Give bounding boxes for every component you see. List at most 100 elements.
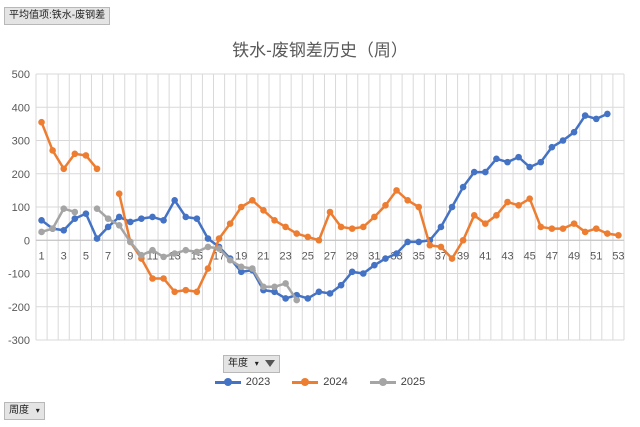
data-point-2023 (393, 250, 400, 257)
data-point-2023 (127, 218, 134, 226)
value-field-button[interactable]: 平均值项:铁水-废钢差 (4, 7, 111, 25)
data-point-2024 (293, 230, 301, 237)
data-point-2023 (459, 183, 467, 191)
data-point-2025 (138, 251, 145, 259)
x-tick-label: 49 (568, 250, 580, 262)
data-point-2023 (559, 137, 567, 144)
data-point-2023 (448, 203, 456, 211)
data-point-2023 (604, 110, 611, 118)
data-point-2024 (160, 275, 167, 282)
x-tick-label: 11 (147, 250, 158, 262)
legend-swatch (214, 377, 241, 386)
data-point-2023 (149, 213, 156, 221)
legend-item-2024: 2024 (292, 376, 348, 388)
x-tick-label: 41 (479, 250, 491, 262)
series-line-2023 (40, 112, 608, 300)
data-point-2024 (404, 197, 411, 204)
data-point-2025 (182, 246, 190, 254)
data-point-2023 (537, 158, 545, 166)
x-tick-label: 5 (83, 250, 89, 262)
data-point-2023 (493, 155, 500, 163)
legend-swatch (369, 377, 396, 386)
data-point-2024 (470, 212, 478, 219)
y-tick-label: 0 (24, 235, 30, 247)
data-point-2023 (337, 281, 345, 289)
x-tick-label: 23 (279, 250, 291, 262)
data-point-2023 (204, 235, 212, 242)
data-point-2024 (426, 241, 434, 249)
x-tick-label: 39 (457, 250, 469, 262)
data-point-2024 (482, 220, 489, 227)
data-point-2025 (293, 296, 301, 304)
data-point-2024 (115, 190, 123, 197)
data-point-2024 (260, 207, 267, 214)
data-point-2024 (493, 212, 500, 219)
data-point-2025 (93, 205, 101, 212)
y-tick-label: -100 (8, 269, 30, 281)
data-point-2024 (326, 208, 334, 216)
x-tick-label: 9 (127, 250, 133, 262)
legend-label: 2024 (323, 376, 348, 388)
chart-title: 铁水-废钢差历史（周） (232, 41, 408, 60)
data-point-2024 (60, 165, 68, 173)
data-point-2023 (160, 217, 167, 224)
data-point-2023 (470, 168, 478, 176)
legend-item-2023: 2023 (214, 376, 270, 388)
data-point-2024 (149, 275, 156, 282)
data-point-2024 (570, 220, 578, 227)
data-point-2024 (459, 236, 467, 244)
data-point-2023 (437, 223, 445, 231)
legend-item-2025: 2025 (369, 376, 426, 388)
data-point-2024 (359, 223, 367, 231)
data-point-2025 (271, 283, 278, 291)
data-point-2023 (104, 223, 112, 231)
data-point-2024 (226, 220, 234, 227)
data-point-2025 (249, 265, 256, 272)
data-point-2024 (559, 225, 567, 232)
data-point-2023 (515, 153, 522, 161)
data-point-2023 (82, 210, 90, 217)
x-tick-label: 43 (501, 250, 513, 262)
data-point-2024 (537, 223, 545, 231)
week-field-button[interactable]: 周度 ▾ (4, 402, 45, 420)
series-line-2024 (117, 189, 619, 294)
data-point-2023 (348, 268, 356, 276)
year-filter-button[interactable]: 年度 ▾ (223, 355, 280, 373)
data-point-2025 (282, 280, 289, 287)
data-point-2024 (304, 233, 312, 241)
data-point-2023 (193, 215, 201, 222)
week-field-label: 周度 (9, 405, 29, 416)
data-point-2023 (548, 143, 556, 151)
data-point-2025 (215, 245, 223, 252)
data-point-2025 (127, 238, 134, 246)
data-point-2024 (382, 202, 389, 209)
value-field-label: 平均值项:铁水-废钢差 (9, 10, 106, 21)
data-point-2024 (38, 118, 45, 126)
data-point-2023 (171, 197, 178, 204)
y-tick-label: 100 (12, 202, 30, 214)
data-point-2023 (581, 112, 589, 119)
filter-funnel-icon (264, 359, 275, 367)
data-point-2025 (204, 243, 212, 251)
data-point-2023 (570, 128, 578, 136)
data-point-2024 (526, 195, 533, 202)
data-point-2023 (93, 235, 101, 242)
data-point-2025 (193, 248, 201, 256)
legend-label: 2025 (400, 376, 426, 388)
data-point-2024 (504, 198, 511, 206)
data-point-2024 (49, 147, 56, 154)
data-point-2024 (592, 225, 600, 232)
data-point-2024 (237, 203, 245, 211)
legend-swatch (292, 377, 319, 386)
data-point-2024 (271, 217, 278, 224)
data-point-2025 (160, 253, 167, 261)
data-point-2024 (615, 231, 622, 239)
chart-legend: 2023 2024 2025 (0, 376, 640, 388)
x-tick-label: 35 (413, 250, 425, 262)
x-tick-label: 29 (346, 250, 358, 262)
data-point-2023 (138, 215, 145, 222)
x-tick-label: 47 (546, 250, 558, 262)
data-point-2023 (382, 255, 389, 262)
data-point-2024 (581, 228, 589, 236)
x-tick-label: 51 (590, 250, 602, 262)
